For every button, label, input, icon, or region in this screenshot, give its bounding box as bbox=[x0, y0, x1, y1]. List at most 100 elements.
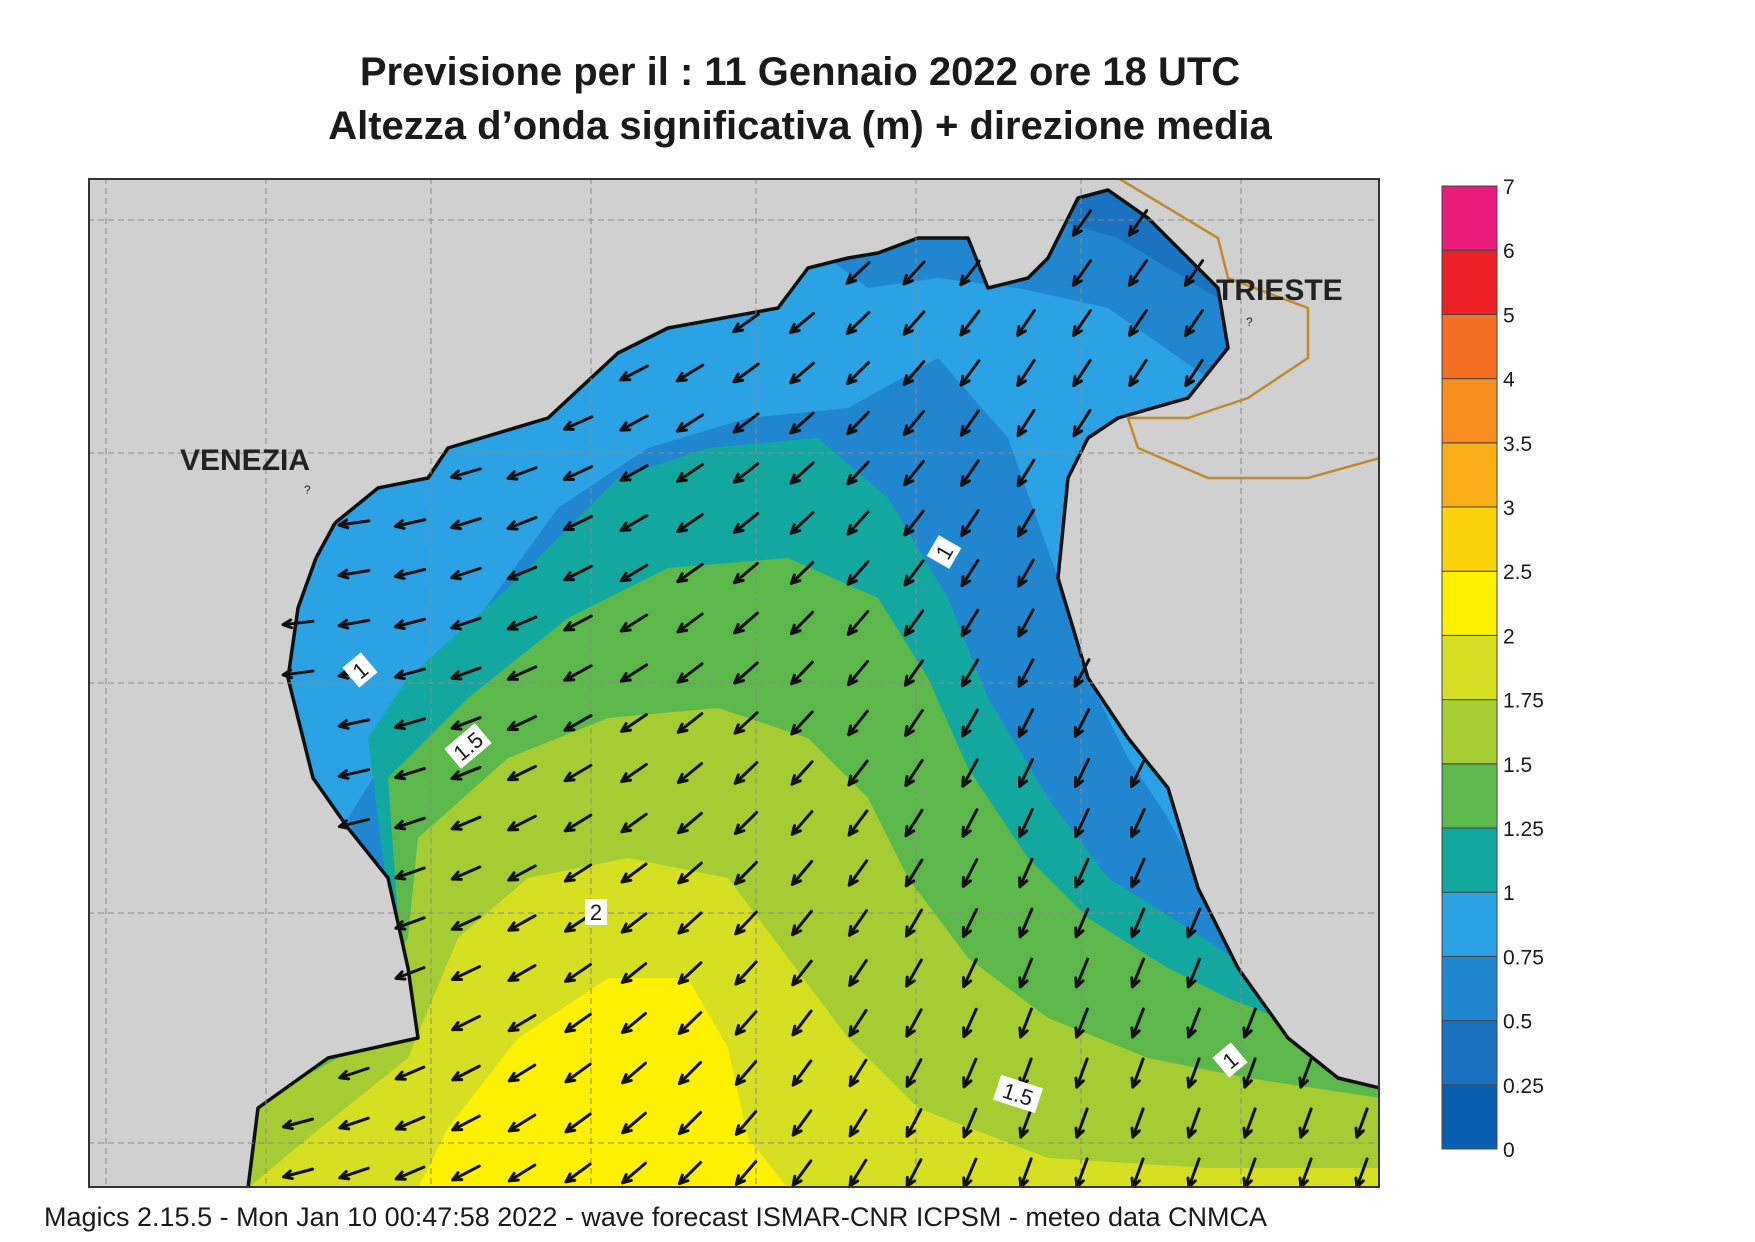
direction-arrow bbox=[1016, 408, 1036, 438]
direction-arrow bbox=[450, 467, 482, 481]
colorbar-ticks: 0 0.25 0.5 0.75 1 1.25 1.5 1.75 2 2.5 3 3.5 4 5 6 7 bbox=[1503, 178, 1544, 1158]
direction-arrow bbox=[281, 618, 315, 630]
colorbar-swatch bbox=[1441, 185, 1498, 251]
colorbar-tick-label: 1.25 bbox=[1503, 818, 1544, 841]
direction-arrow bbox=[506, 665, 538, 681]
direction-arrow bbox=[1072, 408, 1092, 438]
direction-arrow bbox=[904, 858, 924, 888]
direction-arrow bbox=[960, 658, 980, 688]
direction-arrow bbox=[507, 914, 537, 932]
direction-arrow bbox=[846, 410, 870, 436]
colorbar-swatch bbox=[1441, 699, 1498, 765]
direction-arrow bbox=[1018, 1107, 1033, 1139]
direction-arrow bbox=[962, 1007, 978, 1039]
colorbar-swatch bbox=[1441, 763, 1498, 829]
colorbar-tick-label: 0.5 bbox=[1503, 1011, 1532, 1034]
direction-arrow bbox=[1128, 309, 1148, 337]
direction-arrow bbox=[962, 957, 978, 989]
direction-arrow bbox=[791, 1059, 813, 1087]
direction-arrow bbox=[1130, 857, 1146, 889]
direction-arrow bbox=[905, 958, 923, 988]
direction-arrow bbox=[905, 1158, 923, 1188]
direction-arrow bbox=[563, 763, 593, 783]
colorbar-tick-label: 1.75 bbox=[1503, 690, 1544, 713]
direction-arrow bbox=[905, 1008, 923, 1038]
direction-arrow bbox=[564, 1162, 592, 1184]
direction-arrow bbox=[961, 858, 979, 888]
direction-arrow bbox=[902, 260, 926, 286]
direction-arrow bbox=[848, 1158, 868, 1188]
direction-arrow bbox=[506, 466, 538, 481]
direction-arrow bbox=[450, 915, 482, 931]
direction-arrow bbox=[1074, 957, 1090, 989]
direction-arrow bbox=[1127, 259, 1149, 287]
direction-arrow bbox=[791, 1159, 813, 1187]
direction-arrow bbox=[1072, 309, 1092, 337]
colorbar-swatch bbox=[1441, 378, 1498, 444]
direction-arrow bbox=[791, 909, 813, 937]
direction-arrow bbox=[732, 362, 760, 384]
direction-arrow bbox=[338, 1066, 370, 1081]
direction-arrow bbox=[903, 609, 925, 637]
direction-arrow bbox=[394, 1065, 426, 1081]
direction-arrow bbox=[962, 1107, 978, 1139]
direction-arrow bbox=[394, 717, 426, 731]
direction-arrow bbox=[845, 261, 871, 285]
direction-arrow bbox=[734, 1010, 758, 1036]
colorbar-swatch bbox=[1441, 249, 1498, 315]
direction-arrow bbox=[902, 310, 926, 336]
direction-arrow bbox=[676, 562, 704, 584]
direction-arrow bbox=[1298, 1057, 1313, 1089]
direction-arrow bbox=[905, 1058, 923, 1088]
direction-arrow bbox=[734, 910, 758, 936]
direction-arrow bbox=[619, 613, 649, 633]
direction-arrow bbox=[904, 758, 924, 788]
direction-arrow bbox=[337, 618, 371, 630]
direction-arrow bbox=[789, 411, 815, 435]
direction-arrow bbox=[903, 659, 925, 687]
direction-arrow bbox=[1242, 1107, 1257, 1139]
direction-arrow bbox=[1072, 358, 1092, 388]
direction-arrow bbox=[902, 409, 926, 437]
direction-arrow bbox=[790, 660, 814, 686]
direction-arrow bbox=[620, 962, 648, 984]
direction-arrow bbox=[338, 1116, 370, 1131]
direction-arrow bbox=[621, 1111, 647, 1135]
direction-arrow bbox=[394, 1115, 426, 1131]
direction-arrow bbox=[1071, 259, 1093, 287]
direction-arrow bbox=[1074, 807, 1090, 839]
direction-arrow bbox=[1186, 957, 1202, 989]
direction-arrow bbox=[791, 1009, 813, 1037]
direction-arrow bbox=[959, 259, 981, 287]
direction-arrow bbox=[506, 565, 538, 581]
wave-direction-arrows bbox=[281, 209, 1369, 1188]
direction-arrow bbox=[338, 1166, 370, 1181]
direction-arrow bbox=[905, 1108, 923, 1138]
direction-arrow bbox=[451, 1064, 481, 1082]
direction-arrow bbox=[619, 464, 649, 482]
direction-arrow bbox=[394, 767, 426, 781]
direction-arrow bbox=[1074, 1007, 1089, 1039]
direction-arrow bbox=[1018, 1007, 1033, 1039]
direction-arrow bbox=[507, 764, 537, 782]
direction-arrow bbox=[846, 560, 870, 586]
direction-arrow bbox=[904, 808, 924, 838]
colorbar-tick-label: 0.25 bbox=[1503, 1075, 1544, 1098]
direction-arrow bbox=[903, 459, 925, 487]
direction-arrow bbox=[733, 761, 759, 785]
direction-arrow bbox=[1016, 458, 1036, 488]
direction-arrow bbox=[562, 415, 594, 431]
direction-arrow bbox=[394, 966, 426, 981]
colorbar-swatch bbox=[1441, 442, 1498, 508]
direction-arrow bbox=[563, 714, 593, 732]
direction-arrow bbox=[734, 860, 758, 886]
colorbar: 0 0.25 0.5 0.75 1 1.25 1.5 1.75 2 2.5 3 3.5 4 5 6 7 bbox=[1441, 178, 1544, 1158]
direction-arrow bbox=[959, 359, 981, 387]
colorbar-swatch bbox=[1441, 955, 1498, 1022]
direction-arrow bbox=[677, 1060, 703, 1086]
direction-arrow bbox=[677, 911, 703, 935]
direction-arrow bbox=[394, 866, 426, 881]
direction-arrow bbox=[1017, 757, 1035, 789]
direction-arrow bbox=[1298, 1107, 1313, 1139]
direction-arrow bbox=[1018, 957, 1034, 989]
